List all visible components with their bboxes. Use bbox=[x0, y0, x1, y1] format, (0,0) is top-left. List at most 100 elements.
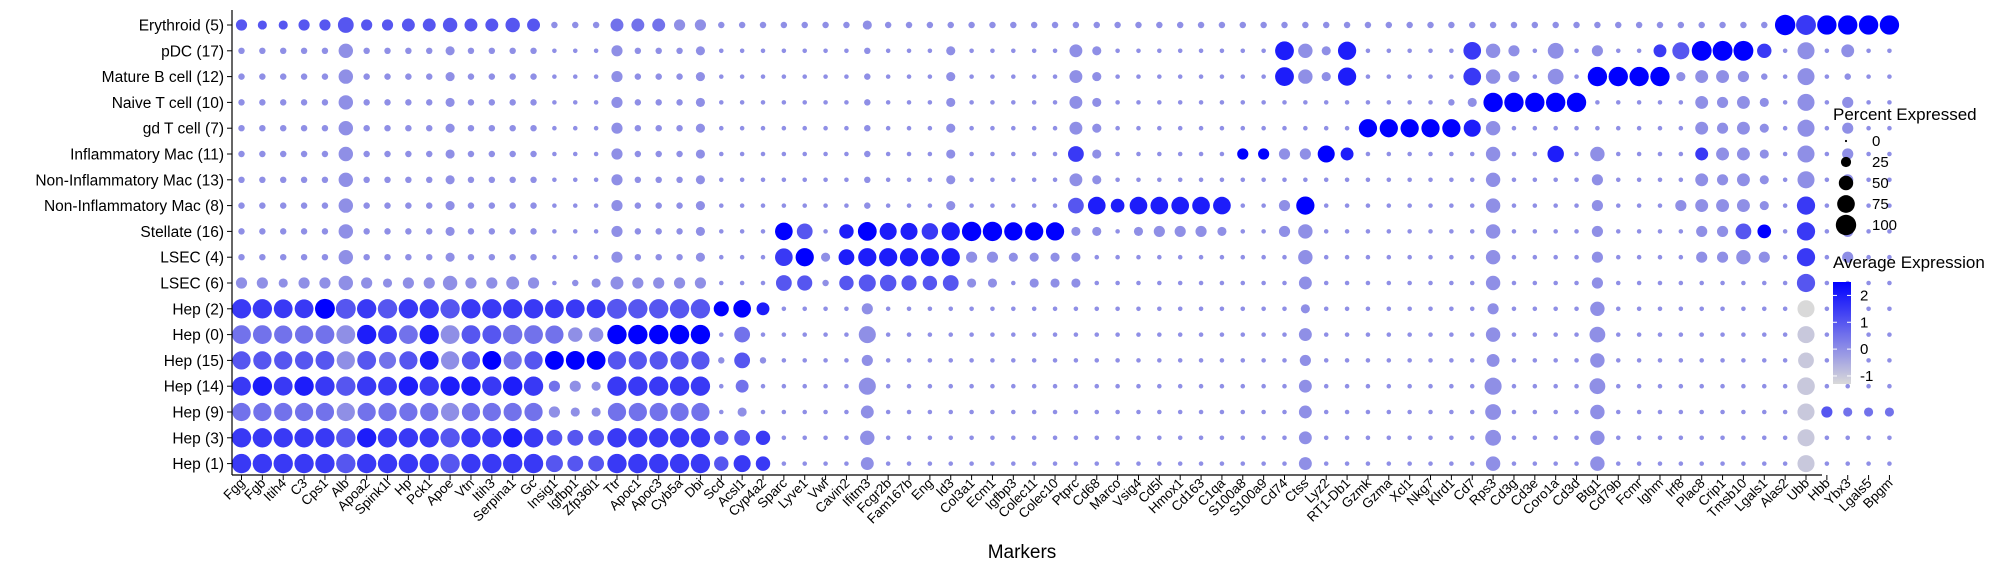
dot bbox=[1797, 145, 1815, 163]
dot bbox=[1240, 203, 1246, 208]
dot bbox=[1407, 254, 1412, 260]
dot bbox=[946, 123, 956, 133]
dot bbox=[1052, 461, 1058, 466]
dot bbox=[1177, 177, 1183, 183]
dot bbox=[823, 203, 828, 208]
dot bbox=[488, 176, 496, 184]
dot bbox=[1344, 203, 1350, 208]
color-legend-label: 2 bbox=[1860, 287, 1868, 304]
dot bbox=[1031, 461, 1037, 466]
dot bbox=[1824, 48, 1830, 54]
dot bbox=[906, 461, 912, 466]
dot bbox=[259, 228, 266, 235]
dot bbox=[252, 376, 273, 396]
dot bbox=[1699, 332, 1704, 337]
dot bbox=[1052, 203, 1058, 208]
dot bbox=[802, 48, 808, 54]
dot bbox=[509, 99, 516, 106]
dot bbox=[294, 325, 314, 344]
dot bbox=[1741, 461, 1746, 466]
dot bbox=[1449, 177, 1454, 183]
dot bbox=[844, 435, 849, 441]
dot bbox=[1011, 435, 1016, 441]
dot bbox=[1428, 229, 1433, 234]
dot bbox=[1031, 100, 1037, 105]
dot bbox=[1365, 280, 1371, 286]
dot bbox=[422, 18, 436, 32]
dot bbox=[467, 228, 475, 235]
dot bbox=[739, 125, 745, 131]
dot bbox=[1676, 72, 1686, 82]
dot bbox=[1532, 332, 1538, 337]
dot bbox=[1428, 383, 1433, 389]
dot bbox=[467, 150, 475, 158]
dot bbox=[1469, 177, 1475, 183]
dot bbox=[440, 376, 460, 396]
dot bbox=[1678, 100, 1684, 105]
dot bbox=[503, 453, 523, 474]
dot bbox=[1608, 66, 1628, 87]
dot bbox=[1615, 358, 1621, 363]
dot bbox=[1031, 332, 1037, 337]
dot bbox=[1485, 327, 1501, 342]
dot bbox=[238, 73, 245, 80]
dot bbox=[1261, 229, 1266, 234]
dot bbox=[1615, 21, 1622, 29]
dot bbox=[1219, 358, 1225, 363]
dot bbox=[1115, 358, 1120, 363]
dot bbox=[1323, 229, 1329, 234]
dot bbox=[864, 124, 871, 132]
size-legend-dot bbox=[1838, 175, 1854, 191]
color-legend-label: -1 bbox=[1860, 368, 1873, 385]
dot bbox=[384, 253, 391, 261]
dot bbox=[1887, 332, 1892, 337]
dot bbox=[1386, 74, 1392, 79]
dot bbox=[864, 47, 871, 55]
dot bbox=[628, 402, 647, 422]
dot bbox=[530, 176, 537, 184]
dot bbox=[1782, 254, 1788, 260]
dot bbox=[445, 149, 455, 159]
dot bbox=[858, 274, 876, 292]
dot bbox=[990, 435, 995, 441]
dot bbox=[527, 277, 540, 289]
dot bbox=[1261, 100, 1266, 105]
dot bbox=[1657, 306, 1663, 312]
dot bbox=[1695, 173, 1709, 187]
dot bbox=[488, 99, 496, 106]
dot bbox=[1615, 332, 1621, 337]
dot bbox=[1796, 196, 1816, 215]
dot bbox=[1797, 455, 1815, 473]
dot bbox=[1011, 151, 1016, 157]
dot bbox=[1824, 306, 1830, 312]
dot bbox=[1177, 151, 1183, 157]
dot bbox=[1282, 332, 1287, 337]
dot bbox=[649, 402, 668, 422]
dot bbox=[1278, 148, 1291, 160]
dot bbox=[1198, 280, 1204, 286]
dot bbox=[1615, 229, 1621, 234]
dot bbox=[1386, 383, 1392, 389]
dot bbox=[1532, 125, 1538, 131]
dot bbox=[1449, 254, 1454, 260]
dot bbox=[718, 151, 724, 157]
dot bbox=[572, 125, 578, 131]
dot bbox=[523, 376, 544, 396]
dot bbox=[527, 18, 540, 32]
dot bbox=[885, 409, 891, 415]
dot bbox=[946, 97, 956, 107]
dot bbox=[1298, 328, 1312, 342]
dot bbox=[426, 73, 433, 80]
dot bbox=[1636, 100, 1642, 105]
dot bbox=[252, 325, 272, 345]
dot bbox=[1071, 226, 1081, 236]
dot bbox=[338, 275, 354, 291]
dot bbox=[628, 299, 648, 319]
color-legend-label: 0 bbox=[1860, 341, 1868, 358]
dot bbox=[1135, 21, 1142, 29]
dot bbox=[363, 73, 370, 80]
dot bbox=[461, 325, 481, 345]
dot bbox=[906, 177, 912, 183]
dot bbox=[315, 350, 335, 370]
dot bbox=[1031, 74, 1037, 79]
